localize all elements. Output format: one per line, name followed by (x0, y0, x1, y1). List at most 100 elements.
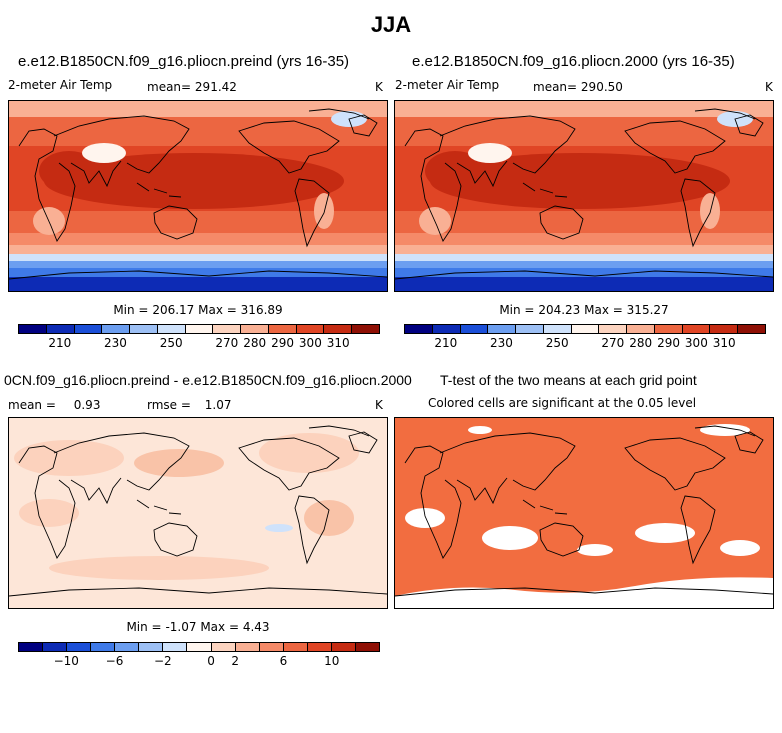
colorbar-cell (115, 643, 140, 651)
panel4-map (394, 417, 774, 609)
colorbar-cell (185, 325, 214, 333)
colorbar-tick-label: 270 (215, 336, 239, 350)
panel1-colorbar (18, 324, 380, 334)
panel3-units: K (375, 398, 383, 412)
colorbar-cell (738, 325, 765, 333)
colorbar-cell (241, 325, 269, 333)
colorbar-cell (268, 325, 297, 333)
colorbar-tick-label: 210 (434, 336, 458, 350)
colorbar-cell (283, 643, 308, 651)
colorbar-tick-label: 300 (684, 336, 708, 350)
colorbar-cell (460, 325, 489, 333)
panel1-min-value: 206.17 (152, 303, 195, 317)
colorbar-cell (682, 325, 711, 333)
colorbar-tick-label: −6 (105, 654, 124, 668)
colorbar-tick-label: 310 (712, 336, 736, 350)
colorbar-cell (130, 325, 158, 333)
panel2-colorbar (404, 324, 766, 334)
colorbar-cell (187, 643, 212, 651)
colorbar-cell (331, 643, 356, 651)
panel1-min-label: Min = (113, 303, 149, 317)
colorbar-cell (405, 325, 433, 333)
colorbar-cell (157, 325, 186, 333)
colorbar-tick-label: 280 (243, 336, 267, 350)
panel3-max-value: 4.43 (242, 620, 270, 634)
colorbar-cell (213, 325, 242, 333)
panel1-units: K (375, 80, 383, 94)
panel3-rmse-label: rmse = (147, 398, 191, 412)
colorbar-cell (139, 643, 164, 651)
panel2-max-value: 315.27 (626, 303, 669, 317)
colorbar-cell (627, 325, 655, 333)
panel3-mean-label: mean = (8, 398, 56, 412)
panel3-colorbar (18, 642, 380, 652)
colorbar-tick-label: 230 (490, 336, 513, 350)
panel2-units: K (765, 80, 773, 94)
colorbar-cell (163, 643, 188, 651)
colorbar-cell (74, 325, 103, 333)
panel2-colorbar-ticks: 210 230 250 270 280 290 300 310 (404, 336, 766, 350)
panel3-mean-value: 0.93 (73, 398, 101, 412)
panel4-title: T-test of the two means at each grid poi… (440, 372, 697, 388)
colorbar-cell (307, 643, 332, 651)
colorbar-cell (599, 325, 628, 333)
panel3-min-value: -1.07 (165, 620, 197, 634)
panel1-max-value: 316.89 (240, 303, 283, 317)
colorbar-tick-label: 250 (545, 336, 569, 350)
panel2-mean-value: 290.50 (580, 80, 623, 94)
colorbar-cell (102, 325, 131, 333)
colorbar-tick-label: 280 (629, 336, 653, 350)
colorbar-tick-label: 290 (271, 336, 294, 350)
panel1-variable: 2-meter Air Temp (8, 78, 113, 92)
panel2-max-label: Max = (584, 303, 623, 317)
panel1-mean-label: mean= (147, 80, 192, 94)
figure-title: JJA (370, 12, 412, 37)
colorbar-tick-label: 250 (159, 336, 183, 350)
colorbar-cell (19, 325, 47, 333)
colorbar-cell (91, 643, 116, 651)
colorbar-cell (19, 643, 44, 651)
colorbar-cell (259, 643, 284, 651)
panel3-colorbar-ticks: −10 −6 −2 0 2 6 10 (18, 654, 380, 668)
panel1-map (8, 100, 388, 292)
colorbar-cell (211, 643, 236, 651)
panel1-mean-value: 291.42 (194, 80, 237, 94)
colorbar-tick-label: −10 (53, 654, 79, 668)
colorbar-tick-label: 6 (279, 654, 288, 668)
colorbar-cell (235, 643, 260, 651)
panel3-max-label: Max = (200, 620, 240, 634)
panel3-rmse-value: 1.07 (204, 398, 232, 412)
colorbar-cell (710, 325, 739, 333)
colorbar-tick-label: 10 (324, 654, 340, 668)
colorbar-tick-label: −2 (153, 654, 172, 668)
panel1-colorbar-ticks: 210 230 250 270 280 290 300 310 (18, 336, 380, 350)
panel2-variable: 2-meter Air Temp (395, 78, 500, 92)
panel4-subtitle: Colored cells are significant at the 0.0… (428, 396, 697, 410)
colorbar-cell (355, 643, 379, 651)
colorbar-tick-label: 310 (326, 336, 350, 350)
panel3-map (8, 417, 388, 609)
panel2-min-value: 204.23 (538, 303, 581, 317)
panel2-mean-label: mean= (533, 80, 578, 94)
colorbar-tick-label: 290 (657, 336, 680, 350)
colorbar-cell (516, 325, 544, 333)
panel2-min-label: Min = (499, 303, 535, 317)
colorbar-cell (488, 325, 517, 333)
colorbar-cell (67, 643, 92, 651)
colorbar-tick-label: 210 (48, 336, 72, 350)
colorbar-tick-label: 2 (231, 654, 240, 668)
colorbar-tick-label: 300 (298, 336, 322, 350)
colorbar-tick-label: 270 (601, 336, 625, 350)
colorbar-cell (432, 325, 461, 333)
panel1-max-label: Max = (198, 303, 237, 317)
panel1-title: e.e12.B1850CN.f09_g16.pliocn.preind (yrs… (18, 53, 350, 70)
panel3-min-label: Min = (126, 620, 162, 634)
panel3-title: 0CN.f09_g16.pliocn.preind - e.e12.B1850C… (4, 372, 412, 388)
colorbar-tick-label: 0 (207, 654, 215, 668)
colorbar-cell (296, 325, 325, 333)
panel2-map (394, 100, 774, 292)
colorbar-cell (324, 325, 353, 333)
colorbar-cell (543, 325, 572, 333)
colorbar-cell (352, 325, 379, 333)
colorbar-cell (571, 325, 600, 333)
